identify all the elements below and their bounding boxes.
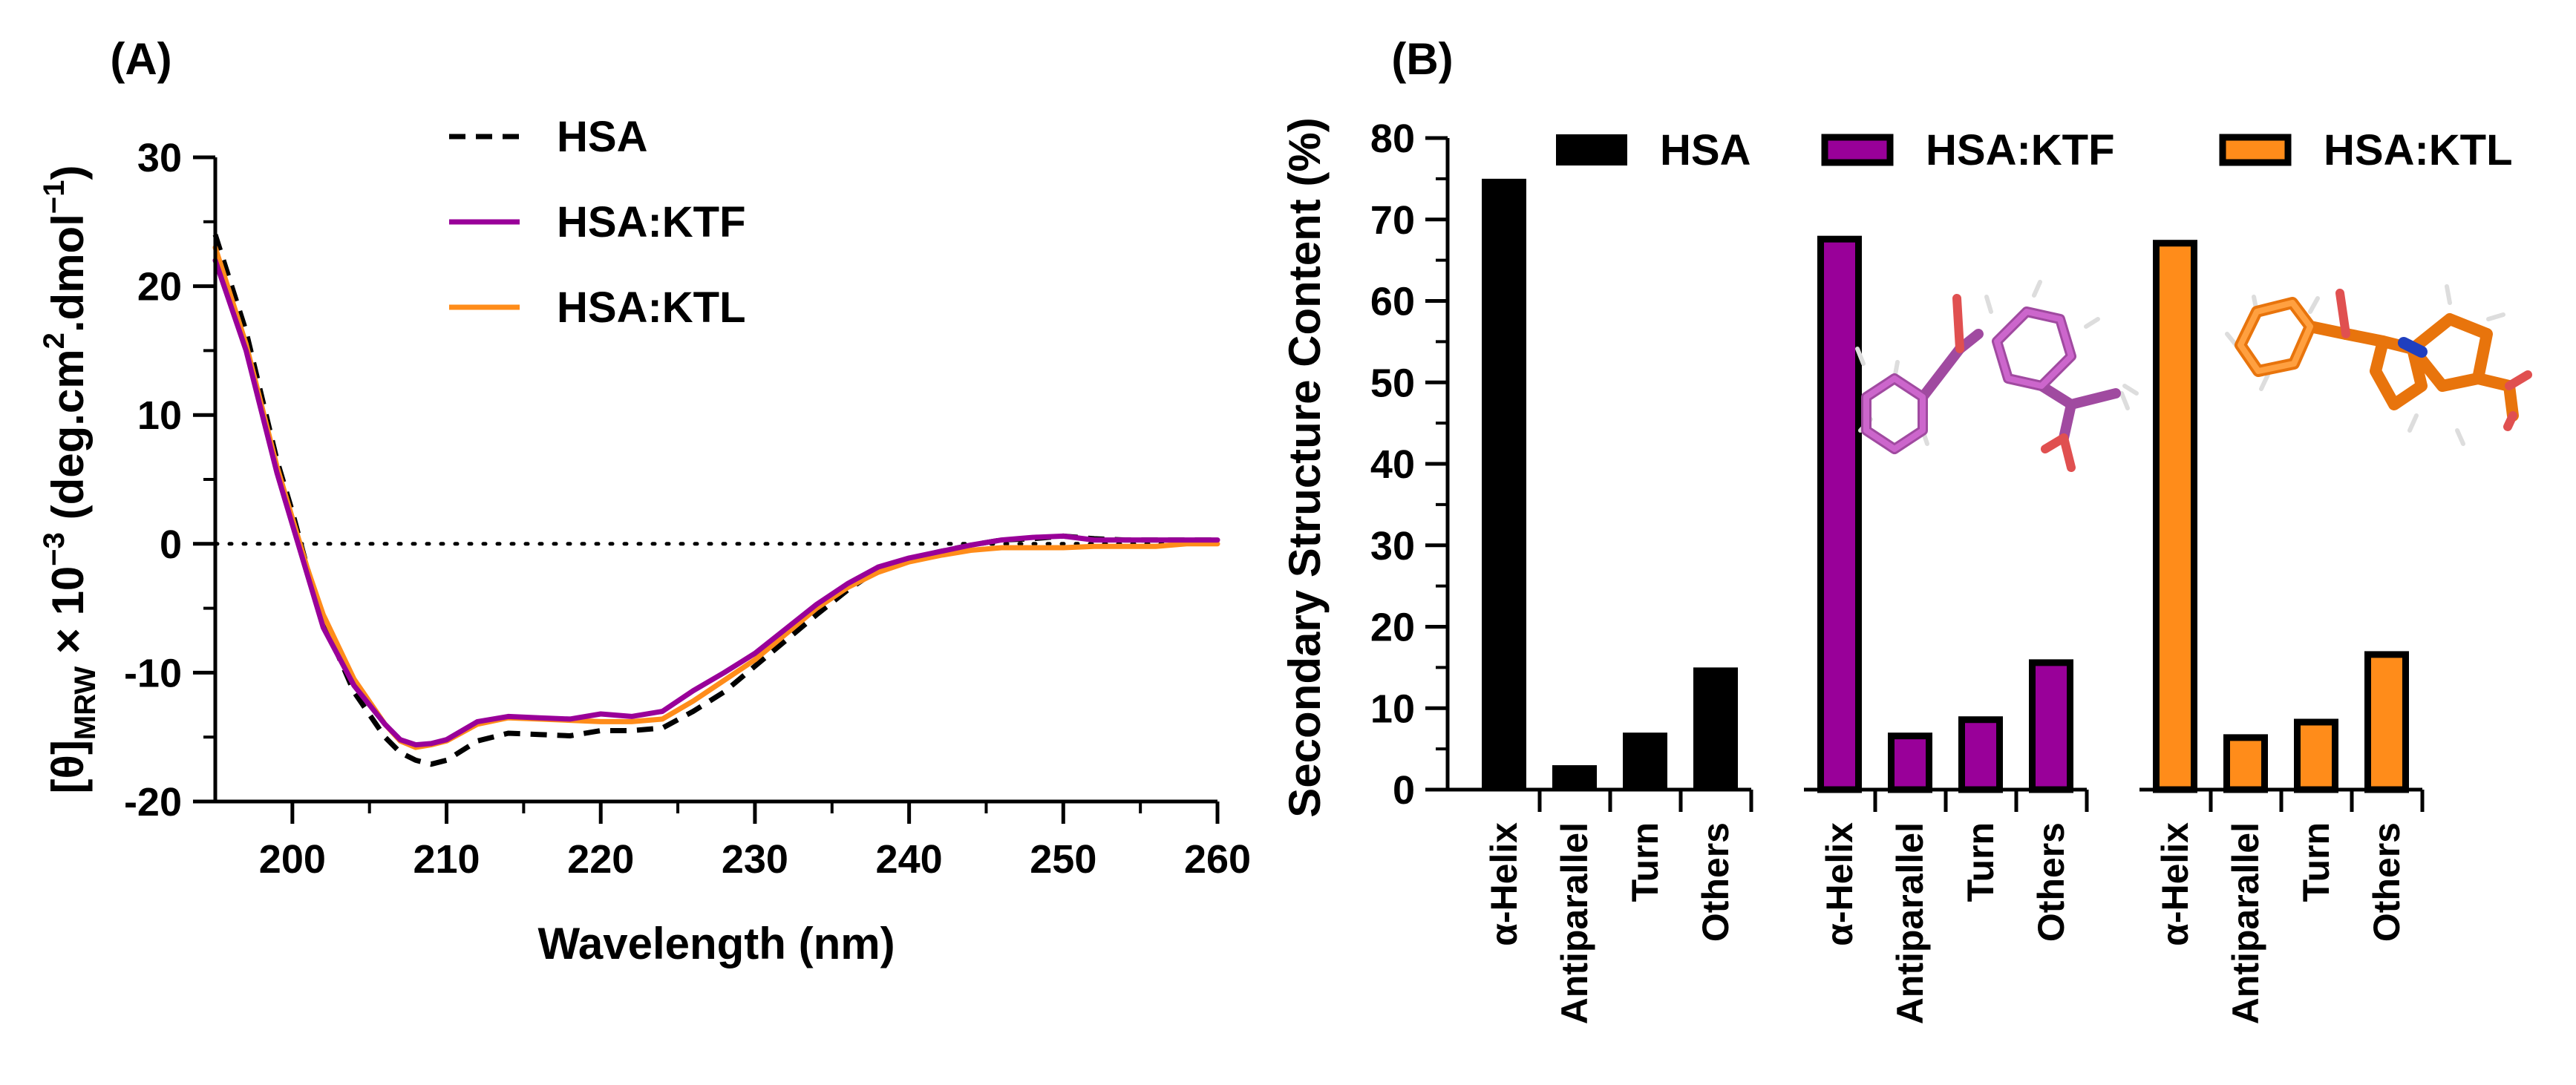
category-label-hsa-others: Others [1695,822,1736,942]
bar-hsa-ktf-helix [1817,235,1862,793]
category-label-hsa-antiparallel: Antiparallel [1554,822,1595,1024]
y-tick-label-b: 30 [1370,524,1415,568]
bar-hsa-others [1693,667,1738,790]
legend-swatch-hsa [1556,134,1627,165]
unit-deg-cm: (deg.cm [43,349,93,532]
ktl-molecule-image [2225,284,2532,446]
bar-hsa-helix [1482,178,1526,790]
y-ticks-a: -20 -10 0 10 20 30 [124,136,215,825]
y-tick-label-a: 20 [137,265,182,309]
category-label-hsa-ktf-antiparallel: Antiparallel [1889,822,1931,1024]
bar-hsa-ktl-antiparallel [2223,734,2268,793]
y-tick-label-b: 80 [1370,117,1415,161]
legend-label-hsa-ktf: HSA:KTF [557,198,746,246]
x-tick-label-a: 260 [1184,837,1251,882]
bar-hsa-antiparallel [1552,765,1597,790]
legend-swatch-hsa-ktf [1821,134,1894,166]
category-label-hsa-turn: Turn [1624,822,1666,902]
bar-hsa-ktf-turn [1958,716,2003,793]
x-tick-label-a: 250 [1030,837,1096,882]
theta-symbol: [θ] [43,740,93,793]
x-tick-label-a: 240 [876,837,943,882]
series-line-hsa-ktf [212,258,1220,748]
legend-swatch-hsa-ktl [2219,134,2292,166]
legend-label-hsa-ktl: HSA:KTL [2324,126,2513,174]
category-label-hsa-ktl-others: Others [2366,822,2407,942]
category-label-hsa-ktf-others: Others [2030,822,2072,942]
times-ten: × 10 [43,566,93,666]
x-tick-label-a: 230 [722,837,788,882]
series-line-hsa-ktl [212,245,1220,750]
bar-series [1482,178,2409,793]
category-label-hsa-helix: α-Helix [1483,822,1525,946]
x-tick-label-a: 210 [413,837,480,882]
y-tick-label-b: 50 [1370,361,1415,405]
x-axis-b-segments [1448,787,2425,812]
unit-close-paren: ) [43,165,93,180]
y-tick-label-a: -20 [124,780,182,825]
ktf-molecule-image [1855,280,2139,472]
y-tick-label-b: 10 [1370,686,1415,731]
legend-label-hsa: HSA [557,113,647,161]
category-label-hsa-ktl-turn: Turn [2295,822,2337,902]
y-tick-label-b: 20 [1370,606,1415,650]
panel-b-label: (B) [1391,34,1453,84]
bar-hsa-ktf-antiparallel [1888,732,1932,793]
legend-a: HSA HSA:KTF HSA:KTL [449,113,746,332]
y-tick-label-a: 0 [160,522,182,567]
y-axis-title-b: Secondary Structure Content (%) [1280,117,1330,817]
y-tick-label-b: 40 [1370,442,1415,487]
bar-hsa-ktl-others [2364,651,2409,793]
legend-label-hsa-ktl: HSA:KTL [557,283,746,332]
x-tick-label-a: 200 [259,837,326,882]
category-label-hsa-ktf-helix: α-Helix [1819,822,1860,946]
cd-spectra-series [212,234,1220,767]
y-axis-title-a: [θ]MRW × 10−3 (deg.cm2.dmol−1) [38,165,102,794]
bar-hsa-turn [1623,732,1667,790]
exp-minus1: −1 [38,180,71,214]
category-label-hsa-ktl-antiparallel: Antiparallel [2225,822,2266,1024]
exp-2: 2 [38,332,71,349]
category-labels: α-Helix Antiparallel Turn Others α-Helix Anti… [1483,822,2407,1024]
category-label-hsa-ktl-helix: α-Helix [2154,822,2196,946]
legend-label-hsa: HSA [1660,126,1750,174]
y-tick-label-b: 60 [1370,280,1415,324]
legend-b: HSA HSA:KTF HSA:KTL [1556,126,2513,174]
bar-hsa-ktl-helix [2153,240,2197,793]
x-ticks-a: 200 210 220 230 240 250 260 [259,802,1251,882]
y-tick-label-b: 70 [1370,198,1415,243]
x-tick-label-a: 220 [567,837,634,882]
unit-dmol: .dmol [43,214,93,332]
legend-label-hsa-ktf: HSA:KTF [1926,126,2115,174]
y-tick-label-a: 30 [137,136,182,180]
mrw-subscript: MRW [69,666,102,740]
exp-minus3: −3 [38,532,71,566]
panel-a-label: (A) [110,34,171,84]
x-axis-title-a: Wavelength (nm) [537,919,895,968]
bar-hsa-ktf-others [2029,659,2073,793]
panel-b-secondary-structure: (B) 0 10 20 30 40 50 60 70 80 α-Helix Antiparalle… [1280,34,2532,1024]
y-tick-label-a: -10 [124,651,182,695]
y-ticks-b: 0 10 20 30 40 50 60 70 80 [1370,117,1448,813]
bar-hsa-ktl-turn [2294,718,2338,793]
category-label-hsa-ktf-turn: Turn [1960,822,2001,902]
y-tick-label-a: 10 [137,393,182,438]
y-tick-label-b: 0 [1393,768,1415,813]
